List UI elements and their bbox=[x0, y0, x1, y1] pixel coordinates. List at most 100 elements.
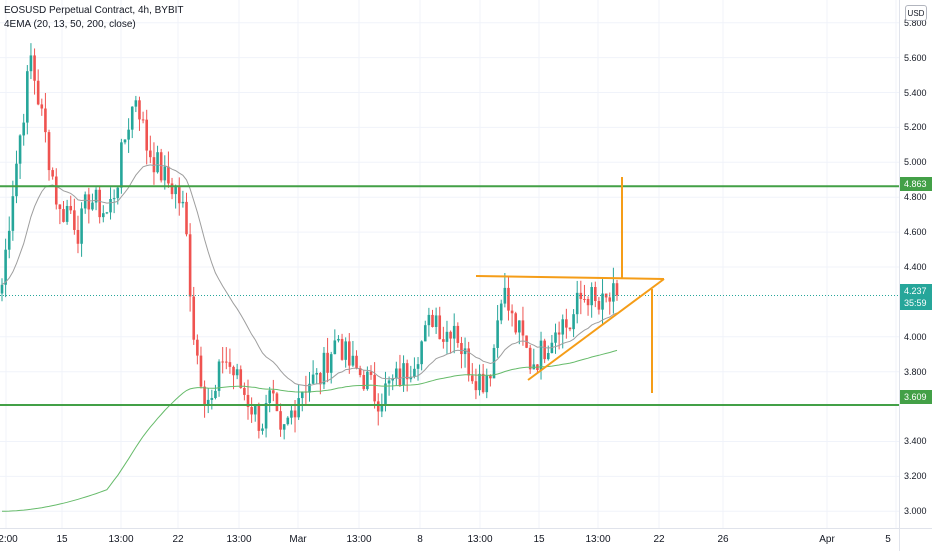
candle-body bbox=[427, 314, 431, 326]
resistance-price-label: 4.863 bbox=[900, 177, 932, 191]
candle-body bbox=[44, 108, 47, 133]
price-tick: 4.600 bbox=[904, 227, 927, 238]
candle-body bbox=[590, 287, 593, 306]
currency-button[interactable]: USD bbox=[905, 5, 927, 21]
candle-body bbox=[101, 213, 105, 218]
candle-body bbox=[210, 398, 214, 400]
candle-body bbox=[319, 372, 322, 385]
candle-body bbox=[572, 314, 575, 330]
candle-body bbox=[326, 352, 329, 373]
candle-body bbox=[51, 170, 54, 177]
time-tick: 15 bbox=[56, 534, 68, 545]
candle-body bbox=[4, 249, 7, 285]
candle-body bbox=[329, 354, 333, 373]
candle-body bbox=[514, 313, 518, 333]
candle-body bbox=[337, 338, 340, 341]
time-tick: 13:00 bbox=[585, 534, 611, 545]
time-axis[interactable]: 2:00 15 13:00 22 13:00 Mar 13:00 8 13:00 15 13:00 2… bbox=[0, 528, 899, 551]
candle-body bbox=[420, 341, 423, 365]
candle-body bbox=[583, 298, 586, 300]
candle-body bbox=[474, 381, 478, 391]
indicator-label[interactable]: 4EMA (20, 13, 50, 200, close) bbox=[4, 19, 136, 30]
candle-body bbox=[199, 355, 203, 387]
candle-body bbox=[351, 355, 355, 366]
candle-body bbox=[369, 371, 373, 375]
candle-body bbox=[69, 205, 73, 211]
candle-body bbox=[40, 104, 44, 109]
candle-body bbox=[282, 424, 286, 430]
candle-body bbox=[80, 208, 83, 244]
candle-body bbox=[253, 405, 257, 415]
candle-body bbox=[467, 348, 470, 376]
candle-body bbox=[362, 375, 366, 390]
candle-body bbox=[395, 368, 398, 379]
candle-body bbox=[221, 361, 224, 363]
candle-body bbox=[239, 369, 243, 389]
candle-body bbox=[250, 407, 253, 415]
candle-body bbox=[22, 122, 26, 136]
candle-body bbox=[224, 361, 228, 363]
candle-body bbox=[355, 355, 358, 369]
symbol-title[interactable]: EOSUSD Perpetual Contract, 4h, BYBIT bbox=[4, 5, 184, 16]
candle-body bbox=[275, 393, 279, 412]
candle-body bbox=[499, 303, 503, 321]
candle-body bbox=[442, 339, 445, 342]
chart-legend: EOSUSD Perpetual Contract, 4h, BYBIT 4EM… bbox=[4, 4, 184, 32]
price-tick: 5.400 bbox=[904, 87, 927, 98]
candle-body bbox=[11, 196, 15, 231]
price-tick: 5.000 bbox=[904, 157, 927, 168]
candle-body bbox=[138, 100, 141, 120]
price-tick: 4.800 bbox=[904, 192, 927, 203]
candle-body bbox=[116, 187, 120, 199]
price-chart[interactable] bbox=[0, 0, 899, 528]
candle-body bbox=[268, 390, 272, 404]
candle-body bbox=[196, 339, 199, 356]
candle-body bbox=[543, 340, 546, 360]
price-tick: 5.600 bbox=[904, 52, 927, 63]
candle-body bbox=[0, 284, 4, 294]
price-axis[interactable]: 5.800 5.600 5.400 5.200 5.000 4.800 4.600 4.400… bbox=[899, 0, 932, 528]
current-price-label: 4.237 35:59 bbox=[900, 284, 932, 310]
candle-body bbox=[575, 292, 579, 315]
candle-body bbox=[206, 399, 210, 405]
candle-body bbox=[127, 129, 130, 140]
candle-body bbox=[257, 405, 261, 431]
candle-body bbox=[300, 391, 304, 399]
candle-body bbox=[145, 119, 149, 151]
candle-body bbox=[192, 296, 196, 340]
candle-body bbox=[279, 411, 282, 430]
time-tick: 15 bbox=[533, 534, 545, 545]
candle-body bbox=[76, 229, 80, 244]
candle-body bbox=[94, 189, 98, 203]
candle-body bbox=[565, 319, 568, 328]
candle-body bbox=[496, 320, 499, 348]
candle-body bbox=[409, 376, 413, 380]
candle-body bbox=[174, 187, 177, 195]
candle-body bbox=[134, 100, 138, 107]
candle-body bbox=[228, 362, 232, 367]
candle-body bbox=[232, 366, 235, 376]
time-tick: Apr bbox=[819, 534, 835, 545]
candle-body bbox=[489, 375, 492, 379]
candle-body bbox=[26, 71, 29, 123]
candle-body bbox=[391, 378, 395, 381]
candle-body bbox=[376, 401, 380, 412]
candle-body bbox=[264, 403, 268, 429]
candle-body bbox=[290, 410, 293, 418]
candle-body bbox=[235, 369, 239, 376]
candle-body bbox=[463, 348, 467, 355]
current-price-value: 4.237 bbox=[904, 286, 927, 296]
candle-body bbox=[120, 142, 123, 188]
candle-body bbox=[170, 183, 174, 195]
candle-body bbox=[272, 390, 275, 394]
ema-200-line bbox=[1, 349, 618, 512]
candle-body bbox=[203, 386, 206, 405]
candle-body bbox=[557, 332, 561, 335]
candle-body bbox=[358, 368, 362, 376]
candle-body bbox=[33, 55, 36, 81]
candle-body bbox=[297, 398, 300, 418]
candle-body bbox=[91, 202, 94, 210]
candle-body bbox=[333, 340, 337, 355]
candle-body bbox=[398, 368, 402, 386]
candle-body bbox=[449, 331, 452, 339]
